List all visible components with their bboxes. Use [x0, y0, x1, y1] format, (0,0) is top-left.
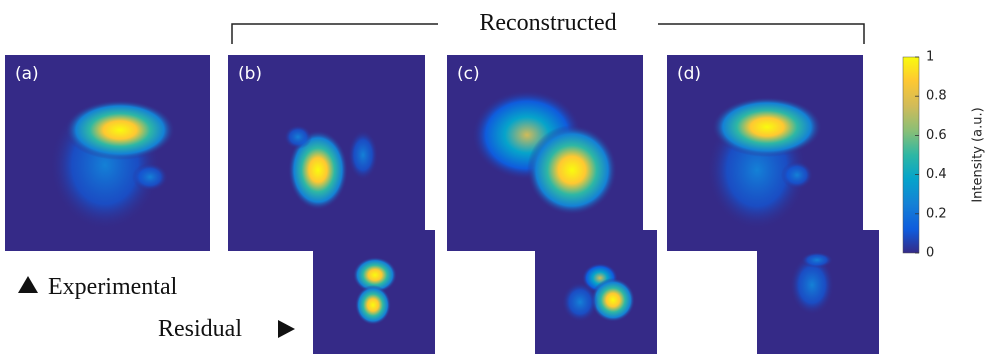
right-triangle	[278, 320, 295, 338]
panel-a: (a)	[5, 55, 210, 251]
residual-d	[757, 230, 879, 354]
colorbar-ticks: 0 0.2 0.4 0.6 0.8 1	[915, 50, 947, 261]
colorbar-tick-label: 0.2	[926, 206, 947, 221]
colorbar-tick-label: 1	[926, 50, 934, 65]
panel-label: (a)	[15, 64, 39, 84]
up-triangle	[18, 276, 38, 293]
panel-label: (b)	[238, 64, 262, 84]
colorbar	[903, 57, 919, 253]
colorbar-tick-label: 0.8	[926, 89, 947, 104]
colorbar-tick-label: 0.6	[926, 128, 947, 143]
caption-experimental: Experimental	[48, 274, 178, 300]
residual-b	[313, 230, 435, 354]
group-title: Reconstructed	[479, 10, 616, 36]
colorbar-tick-label: 0	[926, 246, 934, 261]
caption-residual: Residual	[158, 316, 242, 342]
panel-d: (d)	[667, 55, 863, 251]
panel-label: (d)	[677, 64, 701, 84]
figure: Reconstructed (a) (b) (c) (d)	[0, 0, 992, 354]
panel-label: (c)	[457, 64, 480, 84]
panel-c: (c)	[447, 55, 643, 251]
panel-b: (b)	[228, 55, 425, 251]
residual-c	[535, 230, 657, 354]
colorbar-label: Intensity (a.u.)	[971, 107, 986, 202]
colorbar-tick-label: 0.4	[926, 167, 947, 182]
